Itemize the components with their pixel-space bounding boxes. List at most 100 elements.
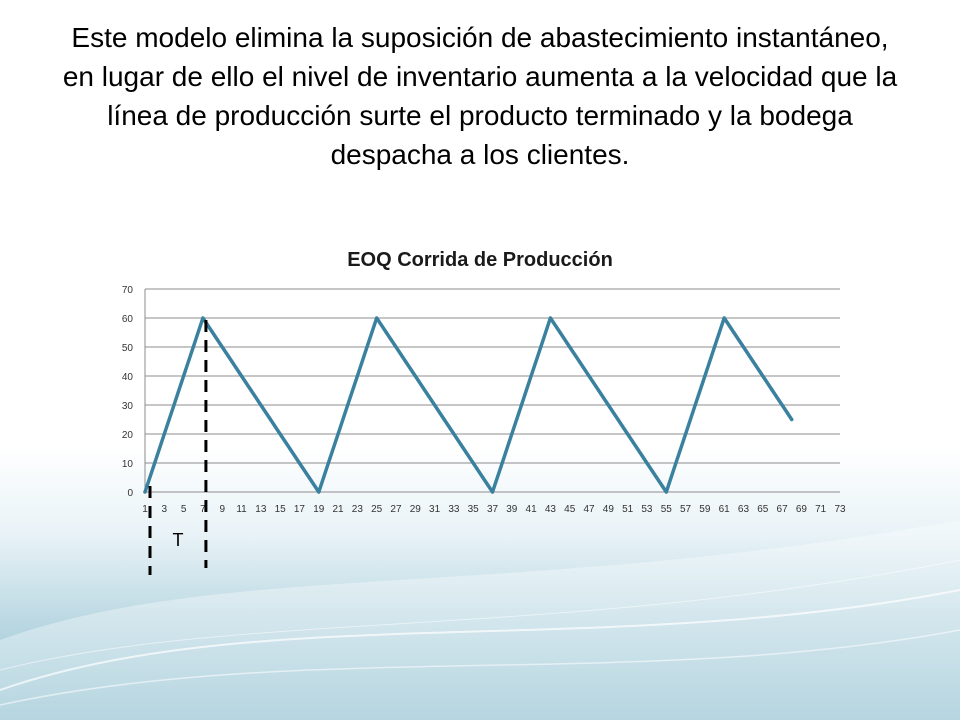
data-point	[597, 388, 601, 393]
data-point	[182, 374, 186, 378]
data-point	[732, 330, 736, 335]
data-point	[268, 417, 273, 422]
data-point	[703, 374, 707, 378]
x-tick-label: 41	[526, 504, 538, 515]
data-point	[616, 417, 620, 422]
data-point	[423, 388, 427, 393]
data-point	[259, 403, 263, 407]
x-tick-label: 51	[622, 504, 634, 515]
data-point	[220, 345, 224, 349]
x-tick-label: 13	[255, 504, 267, 515]
data-point	[413, 374, 417, 378]
data-point	[404, 359, 408, 364]
x-tick-label: 27	[390, 504, 402, 515]
data-point	[510, 432, 514, 436]
x-tick-label: 31	[429, 504, 441, 515]
x-tick-label: 59	[699, 504, 711, 515]
x-tick-label: 67	[777, 504, 789, 515]
x-tick-label: 19	[313, 504, 325, 515]
data-point	[790, 417, 794, 422]
data-point	[355, 374, 359, 378]
slide-text: Este modelo elimina la suposición de aba…	[62, 22, 898, 170]
y-tick-label: 40	[122, 372, 134, 383]
data-point	[162, 432, 166, 436]
x-tick-label: 47	[583, 504, 595, 515]
data-point	[519, 403, 524, 407]
y-tick-label: 60	[122, 314, 134, 325]
x-tick-label: 53	[641, 504, 653, 515]
data-point	[741, 345, 746, 349]
x-tick-label: 71	[815, 504, 827, 515]
data-point	[761, 374, 765, 378]
y-tick-label: 70	[122, 285, 134, 296]
data-point	[471, 461, 475, 465]
data-point	[201, 316, 205, 320]
data-point	[780, 403, 784, 407]
x-tick-label: 65	[757, 504, 769, 515]
data-point	[500, 461, 504, 465]
data-point	[297, 461, 302, 465]
data-point	[712, 345, 717, 349]
period-label: T	[172, 530, 183, 550]
data-point	[375, 316, 379, 320]
x-tick-label: 25	[371, 504, 383, 515]
x-tick-label: 49	[603, 504, 615, 515]
data-point	[239, 374, 244, 378]
data-point	[249, 388, 253, 393]
data-point	[539, 345, 543, 349]
data-point	[481, 475, 485, 480]
data-point	[365, 345, 369, 349]
x-tick-label: 39	[506, 504, 518, 515]
data-point	[751, 359, 755, 364]
data-point	[172, 403, 176, 407]
y-tick-label: 10	[122, 459, 134, 470]
x-tick-label: 63	[738, 504, 750, 515]
data-point	[606, 403, 610, 407]
data-point	[674, 461, 678, 465]
x-tick-label: 15	[275, 504, 287, 515]
data-point	[288, 446, 292, 451]
data-point	[568, 345, 572, 349]
x-tick-label: 17	[294, 504, 306, 515]
data-point	[278, 432, 282, 436]
x-tick-label: 11	[236, 504, 247, 515]
x-tick-label: 73	[834, 504, 846, 515]
y-tick-label: 20	[122, 430, 134, 441]
x-tick-label: 33	[448, 504, 460, 515]
x-tick-label: 37	[487, 504, 499, 515]
data-point	[143, 490, 147, 494]
y-tick-label: 0	[127, 488, 133, 499]
data-point	[461, 446, 466, 451]
x-tick-label: 61	[719, 504, 731, 515]
data-point	[722, 316, 726, 320]
data-point	[664, 490, 668, 494]
y-tick-label: 30	[122, 401, 134, 412]
x-tick-label: 23	[352, 504, 364, 515]
chart-title: EOQ Corrida de Producción	[347, 249, 613, 271]
x-tick-label: 69	[796, 504, 808, 515]
data-point	[635, 446, 639, 451]
data-point	[230, 359, 234, 364]
data-point	[587, 374, 591, 378]
data-point	[432, 403, 437, 407]
data-point	[210, 330, 215, 335]
x-tick-label: 45	[564, 504, 576, 515]
data-point	[326, 461, 331, 465]
x-tick-label: 1	[142, 504, 148, 515]
x-tick-label: 29	[410, 504, 422, 515]
inventory-line	[143, 316, 794, 494]
data-point	[626, 432, 630, 436]
x-tick-label: 7	[200, 504, 206, 515]
data-point	[693, 403, 697, 407]
x-tick-label: 35	[468, 504, 480, 515]
data-point	[384, 330, 388, 335]
data-point	[558, 330, 562, 335]
data-point	[548, 316, 553, 320]
x-tick-label: 57	[680, 504, 692, 515]
data-point	[577, 359, 581, 364]
x-tick-label: 3	[162, 504, 168, 515]
x-tick-label: 43	[545, 504, 557, 515]
x-tick-label: 21	[332, 504, 344, 515]
data-point	[770, 388, 775, 393]
